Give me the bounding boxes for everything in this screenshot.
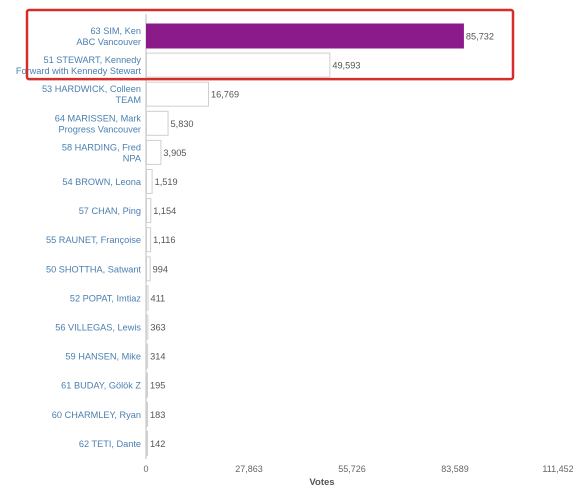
value-label: 1,154 — [153, 206, 176, 216]
value-label: 411 — [151, 293, 166, 303]
category-label: 62 TETI, Dante — [79, 439, 141, 449]
x-tick-label: 27,863 — [235, 464, 263, 474]
bar — [146, 401, 148, 427]
bar — [146, 227, 152, 253]
bar — [146, 198, 152, 224]
value-label: 49,593 — [332, 61, 360, 71]
x-tick-label: 83,589 — [441, 464, 469, 474]
bar — [146, 81, 209, 107]
category-label: 55 RAUNET, Françoise — [46, 235, 141, 245]
bar — [146, 256, 151, 282]
category-label: 63 SIM, Ken — [90, 26, 141, 36]
category-label: NPA — [123, 153, 142, 163]
value-label: 994 — [153, 264, 168, 274]
category-label: Forward with Kennedy Stewart — [16, 66, 142, 76]
category-label: 54 BROWN, Leona — [62, 177, 142, 187]
x-tick-label: 55,726 — [338, 464, 366, 474]
value-label: 85,732 — [466, 32, 494, 42]
bar — [146, 285, 149, 311]
value-label: 1,116 — [153, 235, 175, 245]
value-label: 1,519 — [155, 177, 178, 187]
category-label: 57 CHAN, Ping — [79, 206, 141, 216]
bar — [146, 52, 331, 78]
bar — [146, 110, 169, 136]
x-tick-label: 111,452 — [542, 464, 573, 474]
value-label: 195 — [150, 381, 165, 391]
bar — [146, 314, 149, 340]
category-label: 59 HANSEN, Mike — [65, 352, 141, 362]
category-label: 51 STEWART, Kennedy — [43, 55, 141, 65]
category-label: 64 MARISSEN, Mark — [55, 113, 142, 123]
highlight-box — [25, 8, 515, 81]
value-label: 142 — [150, 439, 165, 449]
bar — [146, 169, 153, 194]
value-label: 363 — [150, 323, 165, 333]
bar — [146, 343, 149, 369]
bar — [146, 23, 464, 49]
bar — [146, 372, 148, 398]
category-label: Progress Vancouver — [58, 124, 141, 134]
category-label: 53 HARDWICK, Colleen — [42, 84, 141, 94]
category-label: 61 BUDAY, Gölök Z — [61, 381, 141, 391]
value-label: 16,769 — [211, 90, 239, 100]
value-label: 3,905 — [163, 148, 186, 158]
value-label: 5,830 — [171, 119, 194, 129]
category-label: 58 HARDING, Fred — [62, 142, 141, 152]
category-label: 50 SHOTTHA, Satwant — [46, 264, 141, 274]
bar — [146, 139, 162, 165]
x-tick-label: 0 — [143, 464, 148, 474]
value-label: 314 — [150, 352, 165, 362]
category-label: 56 VILLEGAS, Lewis — [55, 323, 141, 333]
category-label: 60 CHARMLEY, Ryan — [52, 410, 141, 420]
value-label: 183 — [150, 410, 165, 420]
x-axis-title: Votes — [309, 477, 334, 486]
category-label: 52 POPAT, Imtiaz — [70, 293, 142, 303]
category-label: ABC Vancouver — [76, 37, 141, 47]
bar — [146, 430, 148, 456]
category-label: TEAM — [115, 95, 141, 105]
